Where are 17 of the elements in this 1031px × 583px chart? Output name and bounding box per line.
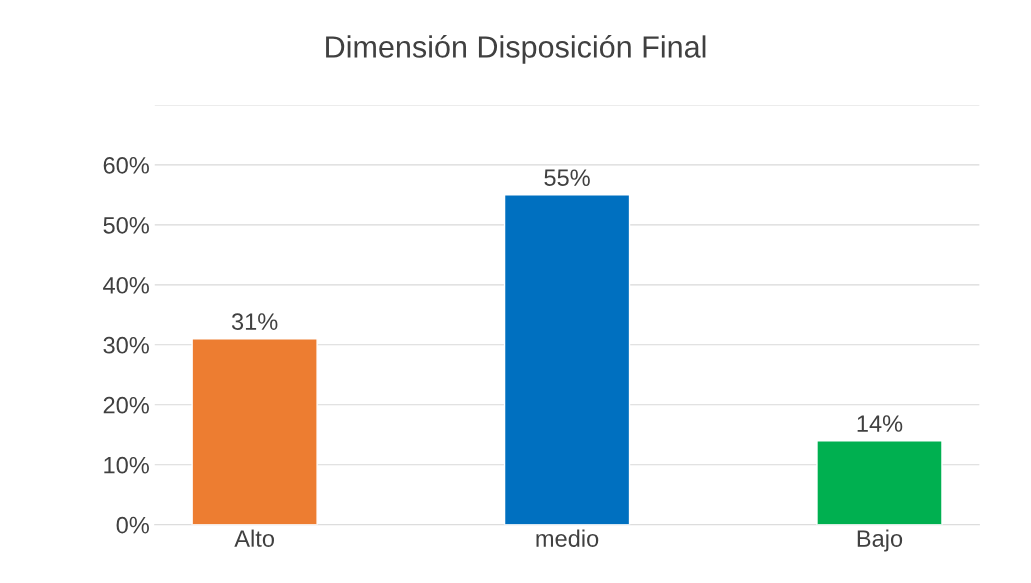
data-label: 55% <box>544 169 590 187</box>
y-tick-label: 20% <box>103 396 149 414</box>
data-label: 31% <box>231 313 278 330</box>
y-tick-label: 60% <box>103 156 149 174</box>
y-tick-label: 0% <box>116 516 149 534</box>
x-tick-label: Bajo <box>857 529 903 552</box>
bar <box>503 194 631 525</box>
bar <box>191 338 318 525</box>
data-label: 14% <box>857 415 903 432</box>
y-tick-label: 50% <box>103 216 149 234</box>
y-tick-label: 40% <box>103 276 149 294</box>
chart-title: Dimensión Disposición Final <box>326 34 706 64</box>
x-tick-label: medio <box>536 529 599 547</box>
y-tick-label: 10% <box>104 456 149 474</box>
y-tick-label: 30% <box>103 336 149 354</box>
bar <box>816 440 943 525</box>
x-tick-label: Alto <box>234 529 274 547</box>
